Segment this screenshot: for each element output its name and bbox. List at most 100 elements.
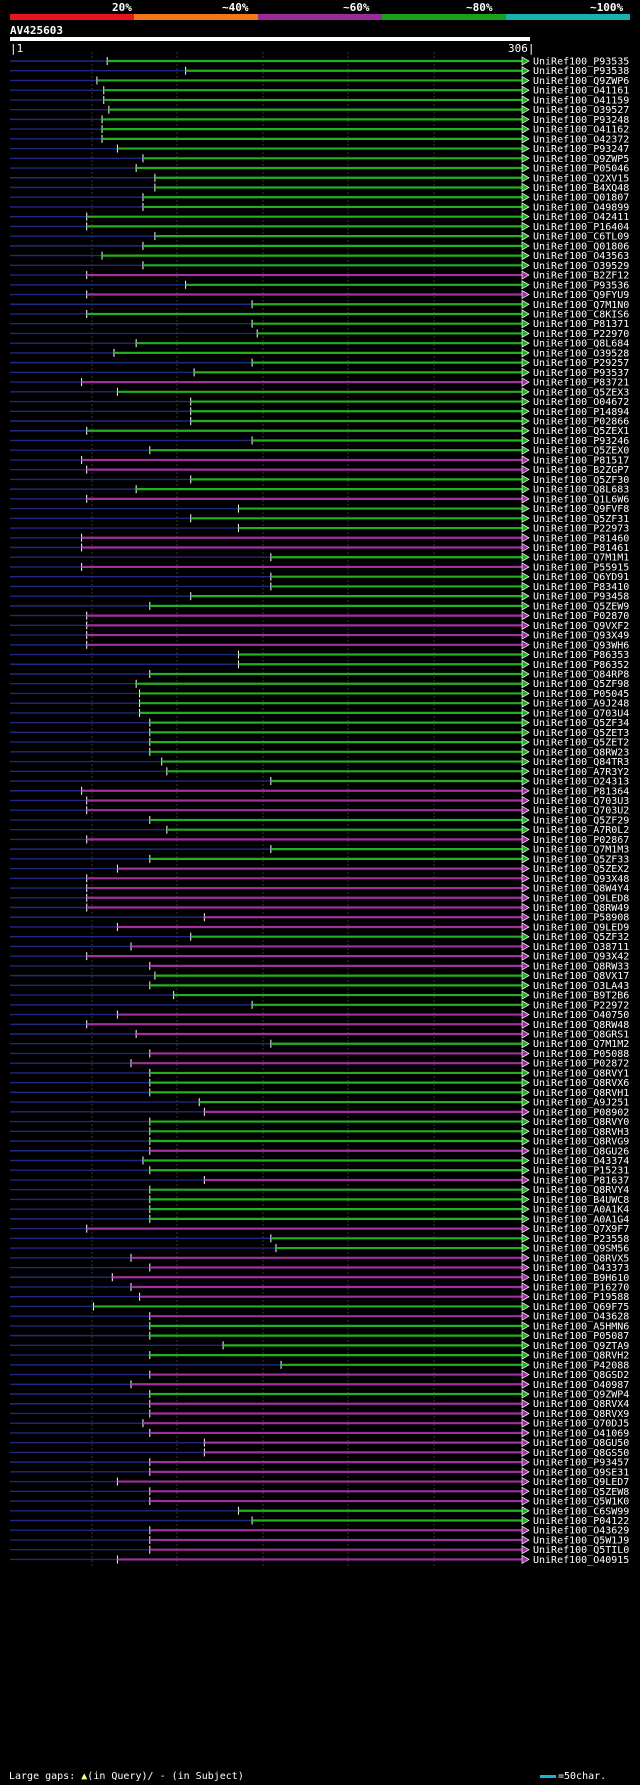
hit-arrow — [521, 1428, 530, 1438]
hit-label: UniRef100_O41159 — [533, 95, 629, 106]
hit-label: UniRef100_Q9SM56 — [533, 1244, 629, 1255]
hit-row: UniRef100_P05088 — [10, 1048, 629, 1060]
hit-label: UniRef100_P05045 — [533, 689, 629, 700]
hit-label: UniRef100_P42088 — [533, 1360, 629, 1371]
hit-arrow — [521, 1214, 530, 1224]
hit-arrow — [521, 192, 530, 202]
hit-arrow — [521, 503, 530, 514]
hit-row: UniRef100_P93457 — [10, 1457, 629, 1469]
hit-label: UniRef100_P93457 — [533, 1458, 629, 1469]
hit-arrow — [521, 1262, 530, 1273]
hit-row: UniRef100_P81461 — [10, 542, 629, 554]
hit-row: UniRef100_P93458 — [10, 591, 629, 603]
hit-label: UniRef100_C6SW99 — [533, 1506, 629, 1517]
hit-row: UniRef100_P93246 — [10, 435, 629, 447]
hit-arrow — [521, 581, 530, 592]
hit-arrow — [521, 591, 530, 601]
hit-row: UniRef100_Q5ZET3 — [10, 727, 629, 739]
hit-row: UniRef100_Q5ZF34 — [10, 718, 629, 729]
hit-label: UniRef100_Q93X48 — [533, 874, 629, 885]
hit-label: UniRef100_A5HMN6 — [533, 1321, 629, 1332]
hit-arrow — [521, 747, 530, 757]
hit-label: UniRef100_O41069 — [533, 1428, 629, 1439]
hit-label: UniRef100_P22973 — [533, 524, 629, 535]
hit-row: UniRef100_Q5W1J9 — [10, 1535, 629, 1546]
hit-label: UniRef100_Q5ZEW9 — [533, 601, 629, 612]
hit-row: UniRef100_O42372 — [10, 134, 629, 145]
hit-label: UniRef100_Q8RVH1 — [533, 1088, 629, 1099]
hit-label: UniRef100_P05046 — [533, 164, 629, 175]
scale-label: =50char. — [558, 1771, 607, 1782]
hit-arrow — [521, 1175, 530, 1185]
legend-label-100: ~100% — [590, 1, 624, 14]
hit-row: UniRef100_Q8VX17 — [10, 971, 629, 982]
hit-arrow — [521, 1506, 530, 1516]
hit-label: UniRef100_P93536 — [533, 280, 629, 291]
hit-row: UniRef100_Q6YD91 — [10, 572, 629, 583]
legend-label-80: ~80% — [466, 1, 493, 14]
hit-row: UniRef100_Q93X49 — [10, 630, 629, 642]
hit-label: UniRef100_Q8RVX9 — [533, 1409, 629, 1420]
hit-arrow — [521, 114, 530, 124]
hit-arrow — [521, 640, 530, 650]
query-gap-label: (in Query)/ — [87, 1771, 154, 1782]
hit-label: UniRef100_Q8GU50 — [533, 1438, 629, 1449]
hit-label: UniRef100_O40987 — [533, 1380, 629, 1391]
hit-arrow — [521, 941, 530, 952]
hit-row: UniRef100_Q5ZEX2 — [10, 863, 629, 875]
hit-label: UniRef100_Q9FYU9 — [533, 290, 629, 301]
hit-row: UniRef100_Q8RVX9 — [10, 1408, 629, 1420]
hit-arrow — [521, 776, 530, 786]
hit-row: UniRef100_Q8RVH1 — [10, 1087, 629, 1099]
hit-label: UniRef100_A7R0L2 — [533, 825, 629, 836]
hit-arrow — [521, 1311, 530, 1321]
hit-label: UniRef100_O49899 — [533, 202, 629, 213]
hit-arrow — [521, 659, 530, 669]
hit-arrow — [521, 1272, 530, 1282]
hit-row: UniRef100_Q8L683 — [10, 484, 629, 496]
hit-row: UniRef100_Q5ZF98 — [10, 679, 629, 690]
hit-label: UniRef100_P86352 — [533, 660, 629, 671]
hit-row: UniRef100_Q5ZEX0 — [10, 445, 629, 457]
hit-row: UniRef100_P05046 — [10, 163, 629, 175]
hit-arrow — [521, 202, 530, 212]
hit-label: UniRef100_Q7M1N0 — [533, 300, 629, 311]
hit-arrow — [521, 649, 530, 660]
hit-arrow — [521, 338, 530, 348]
hit-arrow — [521, 1058, 530, 1068]
hit-row: UniRef100_Q8GU26 — [10, 1146, 629, 1157]
hit-arrow — [521, 1204, 530, 1214]
hit-row: UniRef100_Q8W4Y4 — [10, 883, 629, 895]
hit-label: UniRef100_Q7M1M2 — [533, 1039, 629, 1050]
hit-arrow — [521, 630, 530, 640]
hit-row: UniRef100_Q5ZEW8 — [10, 1486, 629, 1498]
hit-arrow — [521, 1496, 530, 1506]
hit-label: UniRef100_Q8W4Y4 — [533, 884, 629, 895]
hit-arrow — [521, 1000, 530, 1010]
hit-arrow — [521, 805, 530, 815]
hit-label: UniRef100_Q5ZF32 — [533, 932, 629, 943]
hit-row: UniRef100_P29257 — [10, 358, 629, 369]
hit-arrow — [521, 1048, 530, 1059]
hit-label: UniRef100_Q93WH6 — [533, 640, 629, 651]
hit-arrow — [521, 1243, 530, 1253]
hit-label: UniRef100_B9H610 — [533, 1273, 629, 1284]
hit-label: UniRef100_Q8RW49 — [533, 903, 629, 914]
hit-label: UniRef100_Q9SE31 — [533, 1467, 629, 1478]
hit-label: UniRef100_P08902 — [533, 1107, 629, 1118]
hit-label: UniRef100_Q7M1M3 — [533, 845, 629, 856]
hit-arrow — [521, 163, 530, 173]
hit-arrow — [521, 980, 530, 990]
hit-row: UniRef100_Q8GU50 — [10, 1438, 629, 1449]
hit-arrow — [521, 1321, 530, 1331]
hit-row: UniRef100_C6SW99 — [10, 1506, 629, 1517]
hit-label: UniRef100_Q8RVG9 — [533, 1137, 629, 1148]
hit-arrow — [521, 893, 530, 903]
hit-arrow — [521, 1136, 530, 1146]
hit-arrow — [521, 1019, 530, 1029]
hit-arrow — [521, 1146, 530, 1156]
hit-label: UniRef100_Q8RW23 — [533, 747, 629, 758]
hit-label: UniRef100_B4XQ48 — [533, 183, 629, 194]
hit-arrow — [521, 854, 530, 864]
hit-label: UniRef100_Q1L6W6 — [533, 494, 629, 505]
